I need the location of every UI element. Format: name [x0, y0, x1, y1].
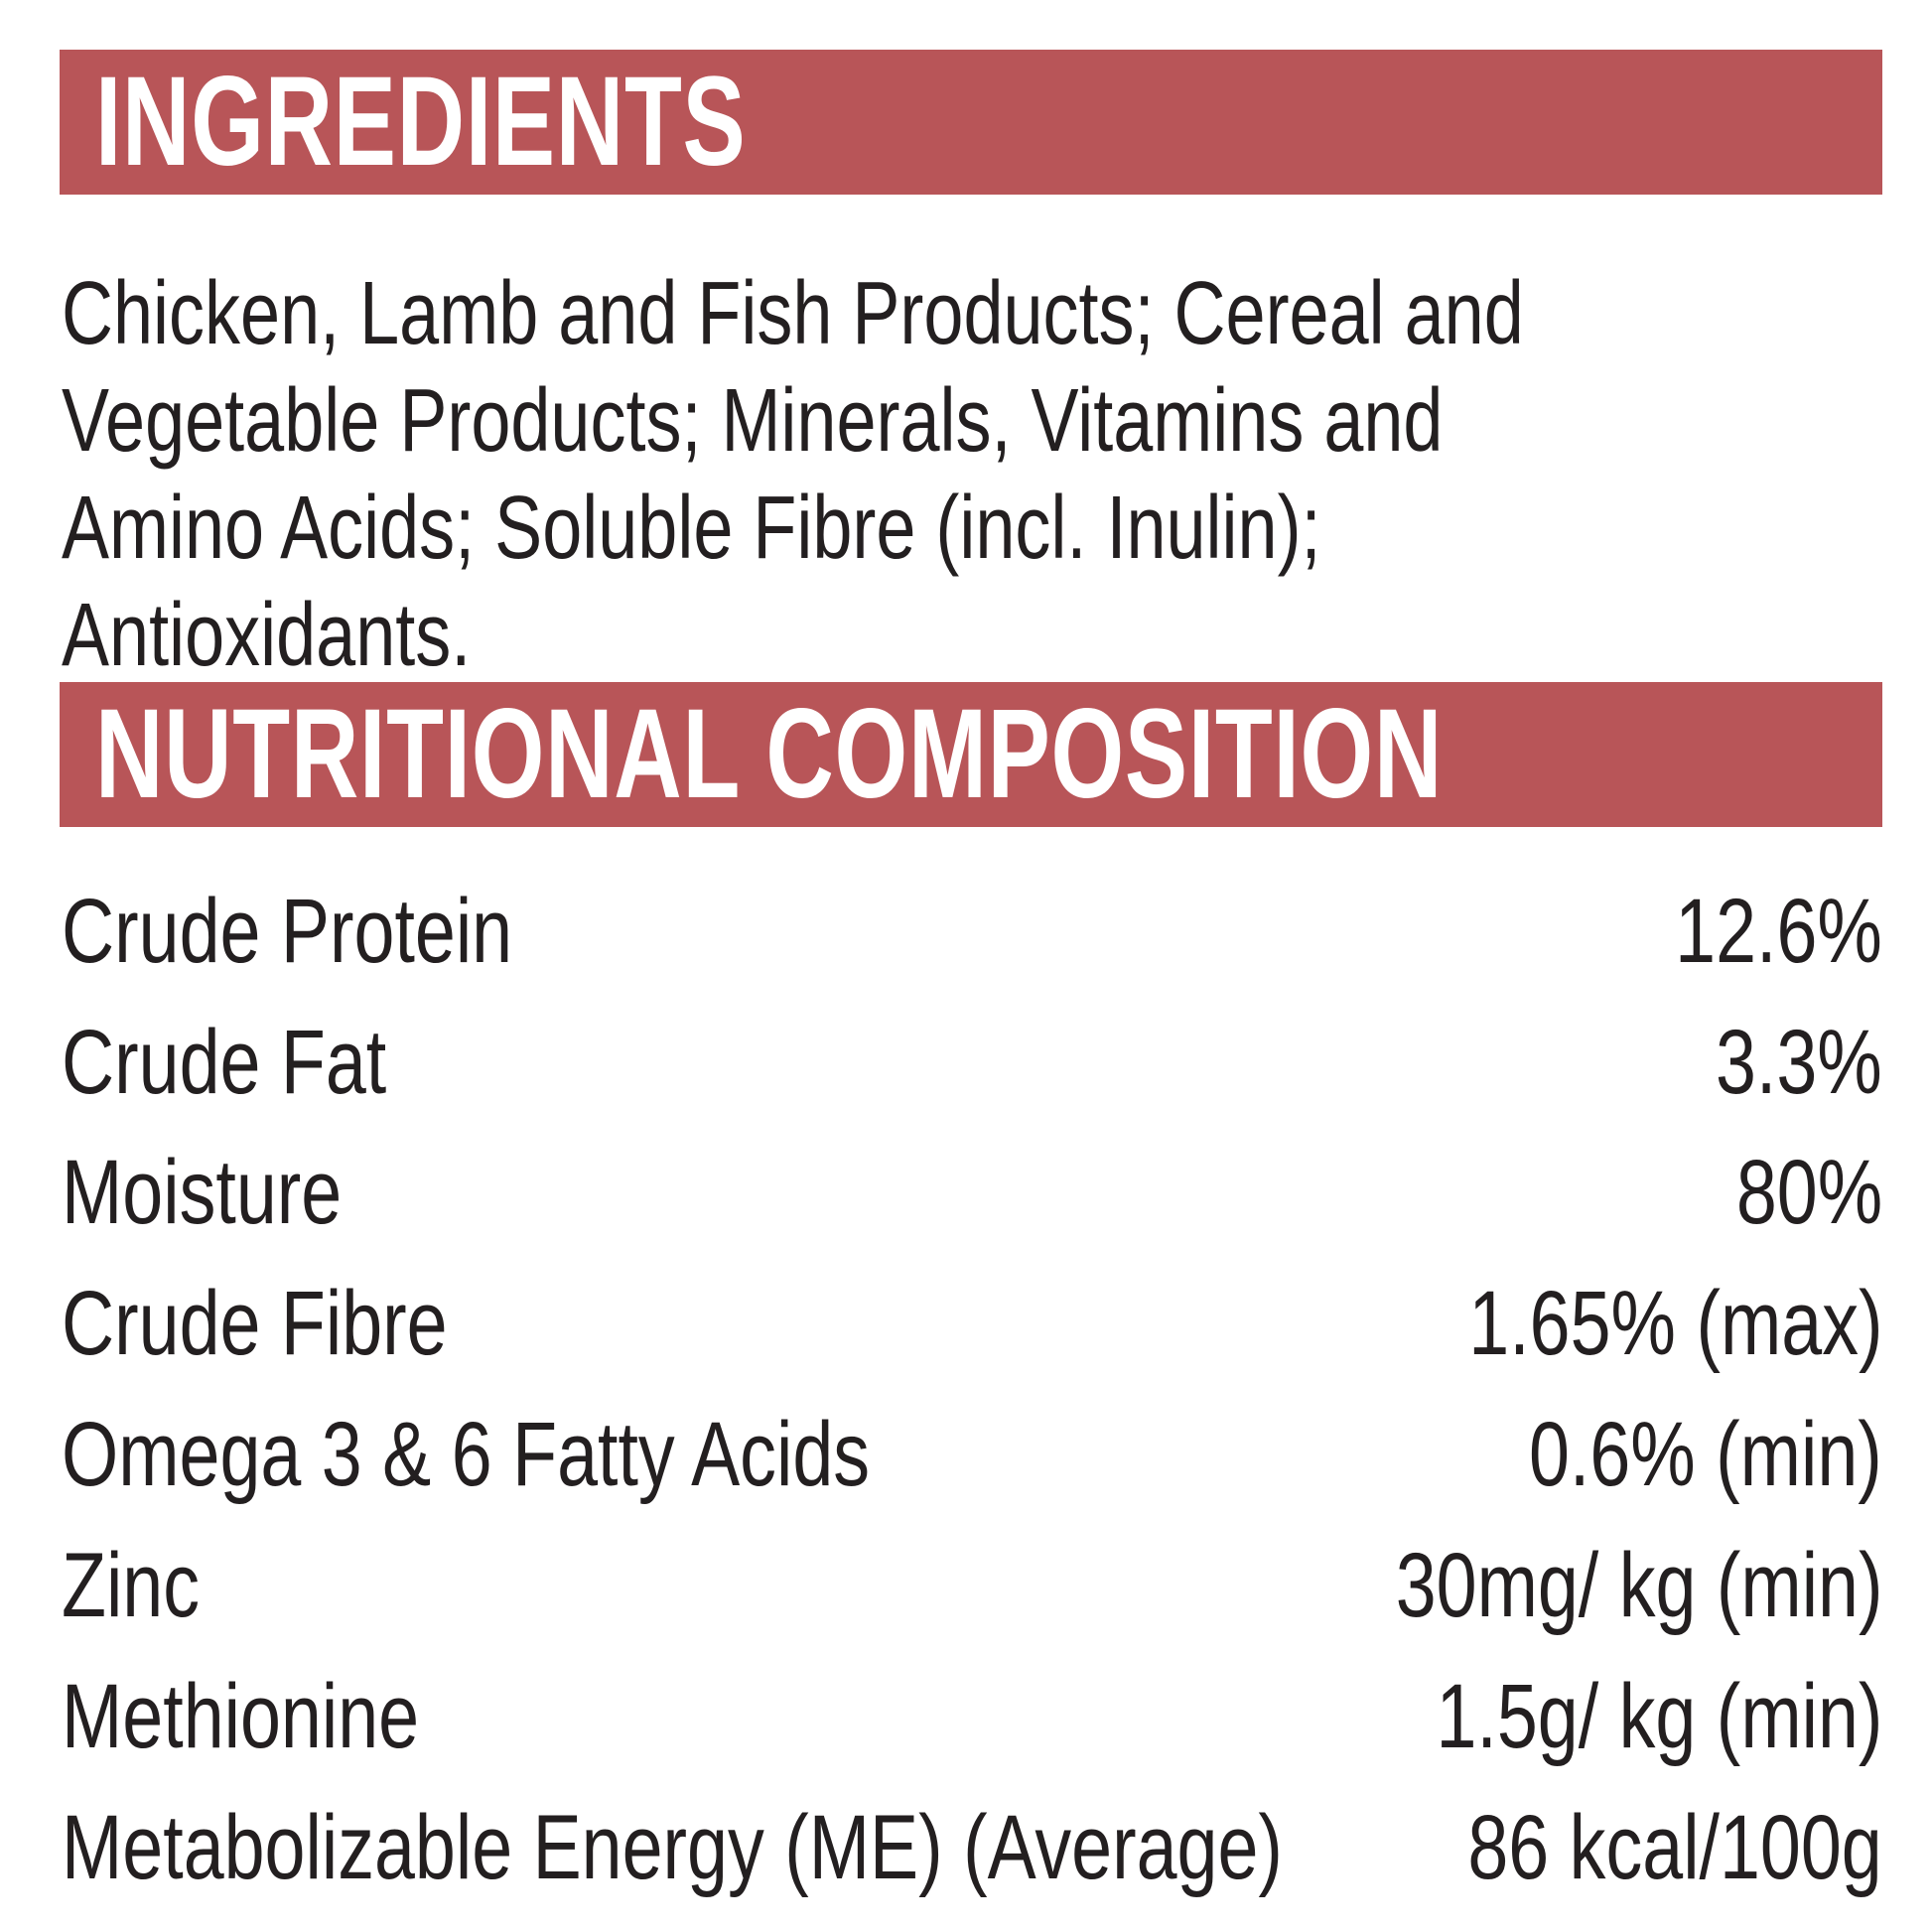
row-label: Zinc — [62, 1535, 201, 1636]
row-value: 0.6% (min) — [1529, 1404, 1882, 1505]
ingredients-header: INGREDIENTS — [60, 50, 1882, 195]
row-value: 3.3% — [1716, 1012, 1882, 1113]
row-label: Crude Fat — [62, 1012, 387, 1113]
table-row: Methionine 1.5g/ kg (min) — [62, 1651, 1882, 1782]
table-row: Crude Fat 3.3% — [62, 997, 1882, 1128]
row-value: 1.65% (max) — [1467, 1273, 1882, 1374]
ingredients-title: INGREDIENTS — [95, 51, 747, 193]
nutrition-title: NUTRITIONAL COMPOSITION — [95, 683, 1444, 825]
row-value: 30mg/ kg (min) — [1395, 1535, 1882, 1636]
row-label: Moisture — [62, 1142, 343, 1243]
table-row: Metabolizable Energy (ME) (Average) 86 kc… — [62, 1782, 1882, 1913]
nutrition-header: NUTRITIONAL COMPOSITION — [60, 682, 1882, 827]
table-row: Zinc 30mg/ kg (min) — [62, 1520, 1882, 1651]
table-row: Crude Fibre 1.65% (max) — [62, 1258, 1882, 1389]
row-value: 80% — [1735, 1142, 1882, 1243]
row-value: 86 kcal/100g — [1467, 1797, 1882, 1898]
row-label: Crude Fibre — [62, 1273, 448, 1374]
row-label: Metabolizable Energy (ME) (Average) — [62, 1797, 1283, 1898]
ingredients-text: Chicken, Lamb and Fish Products; Cereal … — [62, 264, 1524, 685]
row-label: Crude Protein — [62, 881, 513, 982]
row-label: Methionine — [62, 1666, 420, 1767]
table-row: Omega 3 & 6 Fatty Acids 0.6% (min) — [62, 1389, 1882, 1520]
row-value: 12.6% — [1675, 881, 1882, 982]
row-label: Omega 3 & 6 Fatty Acids — [62, 1404, 871, 1505]
table-row: Crude Protein 12.6% — [62, 866, 1882, 997]
table-row: Moisture 80% — [62, 1127, 1882, 1258]
row-value: 1.5g/ kg (min) — [1436, 1666, 1882, 1767]
